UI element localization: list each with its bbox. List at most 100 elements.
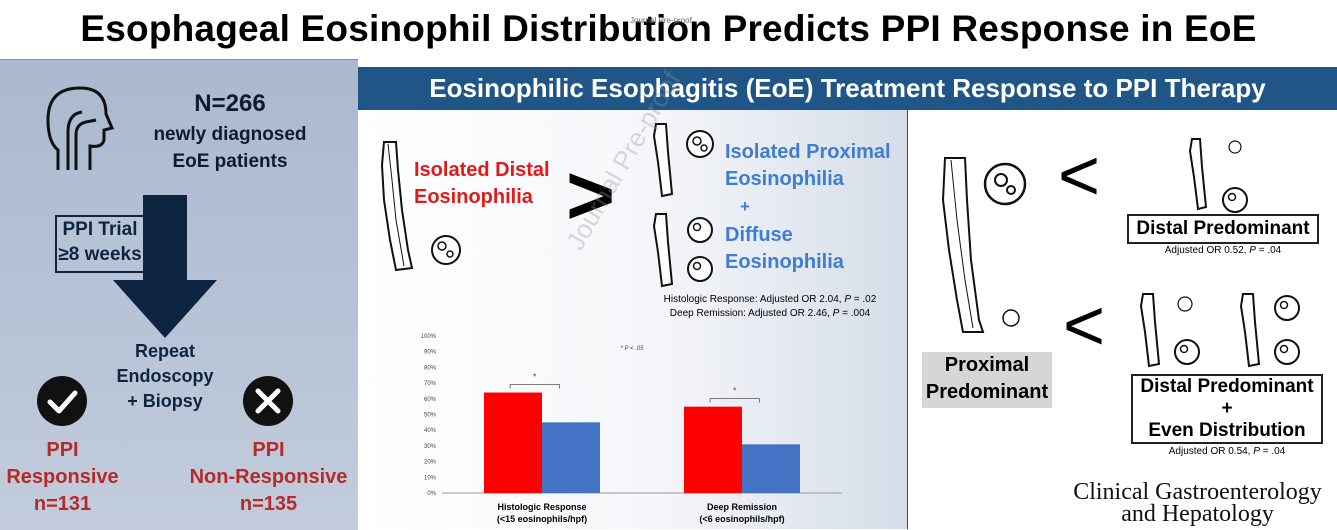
distal-or-text: Adjusted OR 0.52, bbox=[1164, 245, 1250, 256]
nonresponsive-group: PPI Non-Responsive n=135 bbox=[186, 437, 351, 518]
y-tick-label: 80% bbox=[424, 365, 437, 371]
even-p-label: P bbox=[1253, 446, 1260, 457]
responsive-line1: PPI bbox=[46, 439, 79, 461]
bar bbox=[742, 444, 800, 493]
category-label: Histologic Response bbox=[497, 502, 586, 512]
diffuse-line2: Eosinophilia bbox=[725, 251, 844, 273]
histologic-p-value: = .02 bbox=[851, 294, 877, 305]
panel-divider bbox=[907, 110, 908, 529]
less-than-sign-top: < bbox=[1058, 136, 1101, 216]
person-throat-icon bbox=[46, 86, 115, 170]
responsive-group: PPI Responsive n=131 bbox=[0, 437, 125, 518]
y-tick-label: 20% bbox=[424, 460, 437, 466]
esophagus-diffuse-icon bbox=[652, 213, 713, 288]
deep-remission-or-note: Deep Remission: Adjusted OR 2.46, P = .0… bbox=[640, 308, 900, 319]
x-mark-icon bbox=[243, 376, 293, 426]
ppi-trial-line1: PPI Trial bbox=[62, 219, 138, 240]
isolated-distal-label: Isolated Distal Eosinophilia bbox=[414, 157, 550, 211]
bar bbox=[684, 406, 742, 493]
distribution-panel bbox=[358, 110, 907, 529]
diffuse-label: Diffuse Eosinophilia bbox=[725, 222, 844, 276]
proximal-predominant-label: Proximal Predominant bbox=[922, 352, 1052, 408]
esophagus-distal-small-icon bbox=[1188, 138, 1248, 213]
distal-p-value: = .04 bbox=[1255, 245, 1282, 256]
repeat-line1: Repeat bbox=[134, 341, 196, 361]
n-total: N=266 bbox=[194, 90, 266, 117]
category-sublabel: (<6 eosinophils/hpf) bbox=[699, 514, 784, 524]
y-tick-label: 60% bbox=[424, 397, 437, 403]
distal-line1: Isolated Distal bbox=[414, 159, 550, 181]
repeat-line3: + Biopsy bbox=[127, 391, 203, 411]
diffuse-line1: Diffuse bbox=[725, 224, 793, 246]
significance-bracket bbox=[509, 384, 560, 389]
deep-or-text: Deep Remission: Adjusted OR 2.46, bbox=[669, 308, 833, 319]
y-tick-label: 30% bbox=[424, 444, 437, 450]
response-bar-chart: 0% 10% 20% 30% 40% 50% 60% 70% 80% 90% 100% * Histol… bbox=[421, 334, 842, 524]
esophagus-distal-pred-icon bbox=[1139, 293, 1200, 368]
patients-line1: newly diagnosed bbox=[153, 124, 307, 145]
journal-line1: Clinical Gastroenterology bbox=[1073, 479, 1322, 505]
histologic-p-label: P bbox=[844, 294, 851, 305]
esophagus-even-icon bbox=[1239, 293, 1300, 368]
even-line2: Even Distribution bbox=[1148, 420, 1306, 441]
down-arrow-icon bbox=[113, 195, 217, 338]
distal-even-box: Distal Predominant + Even Distribution bbox=[1131, 374, 1323, 444]
ppi-trial-line2: ≥8 weeks bbox=[58, 244, 142, 265]
proximal-pred-line2: Predominant bbox=[925, 381, 1049, 403]
y-tick-label: 40% bbox=[424, 428, 437, 434]
histologic-or-text: Histologic Response: Adjusted OR 2.04, bbox=[663, 294, 845, 305]
greater-than-sign: > bbox=[566, 148, 616, 242]
significance-star: * bbox=[533, 373, 536, 382]
histologic-or-note: Histologic Response: Adjusted OR 2.04, P… bbox=[640, 294, 900, 305]
treatment-banner: Eosinophilic Esophagitis (EoE) Treatment… bbox=[358, 67, 1337, 110]
journal-name: Clinical Gastroenterology and Hepatology bbox=[1060, 479, 1335, 527]
watermark-top: Journal Pre-proof bbox=[630, 16, 692, 25]
deep-p-value: = .004 bbox=[839, 308, 871, 319]
patients-line2: EoE patients bbox=[172, 151, 288, 172]
proximal-line1: Isolated Proximal bbox=[725, 141, 891, 163]
esophagus-proximal-large-icon bbox=[941, 157, 1027, 333]
nonresponsive-line2: Non-Responsive bbox=[189, 466, 348, 488]
checkmark-icon bbox=[37, 376, 87, 426]
less-than-sign-bottom: < bbox=[1063, 286, 1106, 366]
category-sublabel: (<15 eosinophils/hpf) bbox=[497, 514, 587, 524]
distal-p-label: P bbox=[1249, 245, 1256, 256]
significance-star: * bbox=[733, 387, 736, 396]
distal-or-note: Adjusted OR 0.52, P = .04 bbox=[1127, 245, 1319, 256]
significance-bracket bbox=[709, 398, 760, 403]
repeat-endoscopy-label: Repeat Endoscopy + Biopsy bbox=[90, 339, 240, 414]
distal-line2: Eosinophilia bbox=[414, 186, 533, 208]
nonresponsive-count: n=135 bbox=[239, 493, 298, 515]
bar bbox=[542, 422, 600, 493]
category-label: Deep Remission bbox=[707, 502, 777, 512]
distal-predominant-box: Distal Predominant bbox=[1127, 214, 1319, 244]
even-or-note: Adjusted OR 0.54, P = .04 bbox=[1131, 446, 1323, 457]
bar bbox=[484, 392, 542, 493]
proximal-pred-line1: Proximal bbox=[944, 354, 1030, 376]
page-title: Esophageal Eosinophil Distribution Predi… bbox=[80, 8, 1257, 49]
esophagus-proximal-icon bbox=[652, 123, 714, 198]
responsive-line2: Responsive bbox=[6, 466, 119, 488]
proximal-line2: Eosinophilia bbox=[725, 168, 844, 190]
y-tick-label: 0% bbox=[427, 491, 436, 497]
plus-sign: + bbox=[740, 197, 750, 216]
even-plus: + bbox=[1221, 398, 1233, 419]
isolated-proximal-label: Isolated Proximal Eosinophilia bbox=[725, 139, 891, 193]
responsive-count: n=131 bbox=[33, 493, 92, 515]
even-or-text: Adjusted OR 0.54, bbox=[1168, 446, 1254, 457]
deep-p-label: P bbox=[832, 308, 840, 319]
nonresponsive-line1: PPI bbox=[252, 439, 285, 461]
even-p-value: = .04 bbox=[1259, 446, 1286, 457]
significance-note: * P < .05 bbox=[621, 346, 645, 352]
journal-line2: and Hepatology bbox=[1121, 501, 1274, 527]
y-tick-label: 50% bbox=[424, 413, 437, 419]
y-tick-label: 10% bbox=[424, 475, 437, 481]
ppi-trial-box: PPI Trial ≥8 weeks bbox=[55, 215, 145, 273]
even-line1: Distal Predominant bbox=[1140, 376, 1314, 397]
y-tick-label: 90% bbox=[424, 350, 437, 356]
y-tick-label: 70% bbox=[424, 381, 437, 387]
study-design-panel: N=266 newly diagnosed EoE patients PPI T… bbox=[0, 59, 358, 530]
y-tick-label: 100% bbox=[421, 334, 437, 340]
repeat-line2: Endoscopy bbox=[116, 366, 214, 386]
esophagus-distal-icon bbox=[380, 141, 461, 272]
